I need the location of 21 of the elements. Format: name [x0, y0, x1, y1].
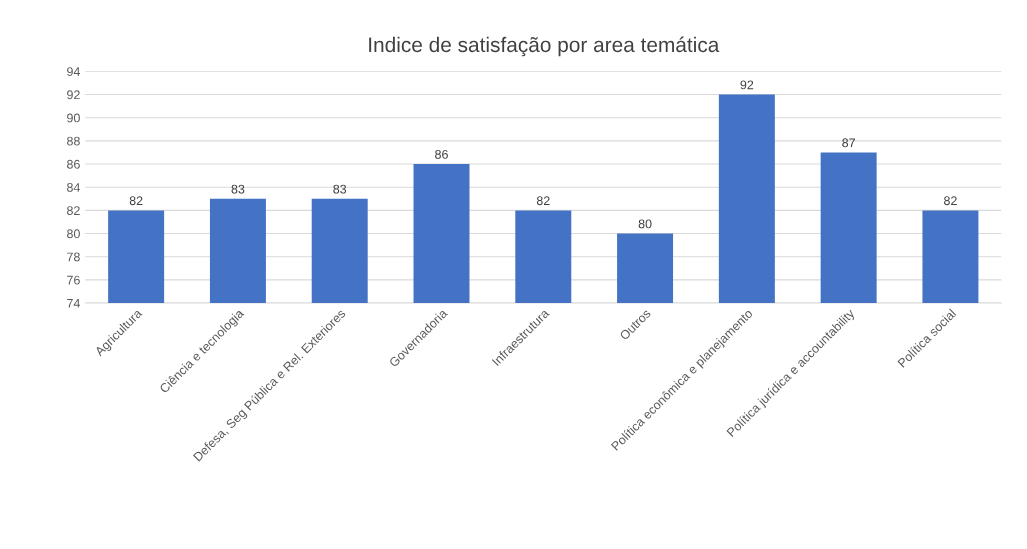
data-label: 83 [333, 184, 347, 194]
y-tick-label: 94 [67, 67, 81, 77]
data-label: 82 [944, 196, 957, 206]
data-label: 87 [842, 138, 855, 148]
y-tick-label: 86 [67, 159, 80, 169]
y-tick-label: 74 [67, 298, 81, 308]
y-tick-label: 76 [67, 275, 80, 285]
data-label: 82 [536, 196, 550, 206]
y-tick-label: 78 [67, 252, 80, 262]
chart-title: Indice de satisfação por area temática [369, 36, 720, 57]
y-tick-label: 80 [67, 229, 80, 239]
data-label: 82 [129, 196, 143, 206]
y-tick-label: 92 [67, 90, 80, 100]
y-tick-label: 90 [67, 113, 80, 123]
data-label: 83 [231, 184, 245, 194]
y-tick-label: 82 [67, 206, 80, 216]
y-tick-label: 84 [67, 183, 81, 192]
data-label: 80 [638, 219, 652, 229]
data-label: 86 [435, 149, 448, 159]
data-label: 92 [740, 80, 754, 90]
y-tick-label: 88 [67, 136, 80, 146]
